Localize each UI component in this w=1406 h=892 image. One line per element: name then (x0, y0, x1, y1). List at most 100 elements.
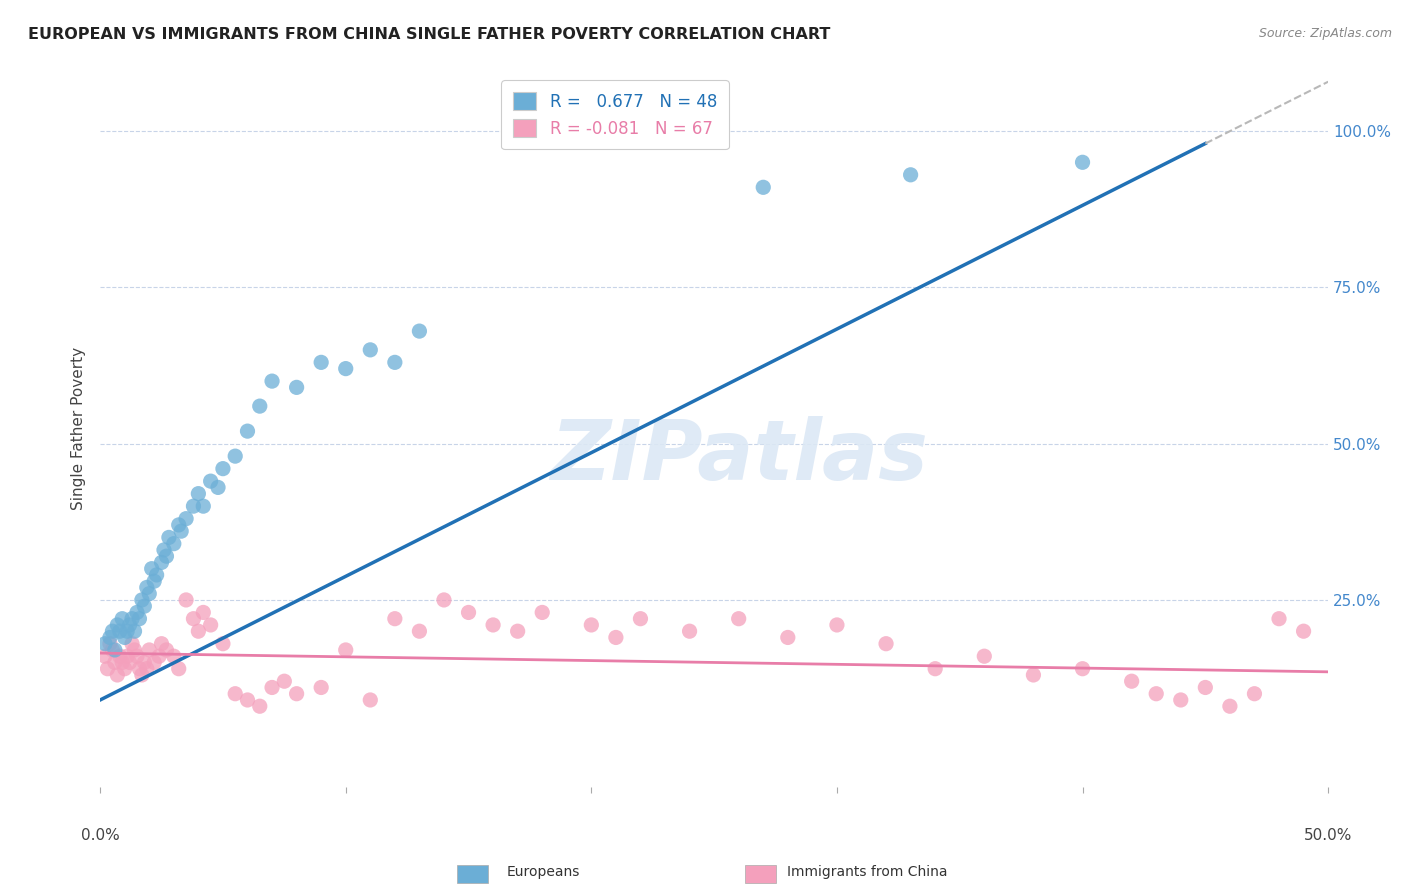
Point (108, 624, 131, 639)
Point (183, 612, 205, 626)
Y-axis label: Single Father Poverty: Single Father Poverty (72, 346, 86, 509)
Point (875, 637, 897, 651)
Point (111, 612, 134, 626)
Point (153, 543, 176, 558)
Point (104, 656, 127, 670)
Point (134, 599, 156, 614)
Point (924, 662, 946, 676)
Point (125, 649, 148, 664)
Text: Immigrants from China: Immigrants from China (787, 865, 948, 880)
Point (167, 662, 190, 676)
Point (135, 662, 157, 676)
Point (108, 649, 131, 664)
Point (101, 643, 124, 657)
Point (155, 549, 177, 564)
Point (1194, 681, 1216, 695)
Point (236, 693, 259, 707)
Point (207, 480, 229, 494)
Text: 50.0%: 50.0% (1303, 828, 1353, 843)
Point (1022, 668, 1045, 682)
Point (224, 687, 246, 701)
Point (457, 606, 479, 620)
Point (212, 637, 235, 651)
Point (727, 612, 749, 626)
Point (224, 449, 246, 463)
Point (1219, 699, 1241, 714)
Point (143, 656, 166, 670)
Point (200, 618, 222, 632)
Point (260, 374, 283, 388)
Point (825, 618, 848, 632)
Point (96, 662, 118, 676)
Point (94, 649, 117, 664)
Point (581, 618, 603, 632)
Point (131, 668, 153, 682)
Point (118, 618, 141, 632)
Point (285, 380, 308, 394)
Point (141, 562, 163, 576)
Point (285, 687, 308, 701)
Point (384, 355, 406, 369)
Point (1121, 674, 1143, 689)
Point (174, 593, 197, 607)
Point (183, 499, 205, 513)
Point (115, 649, 138, 664)
Point (193, 499, 215, 513)
Point (200, 474, 222, 488)
Point (482, 618, 505, 632)
Point (134, 656, 156, 670)
Point (193, 606, 215, 620)
Point (1144, 687, 1167, 701)
Text: Europeans: Europeans (506, 865, 579, 880)
Point (384, 612, 406, 626)
Point (212, 461, 235, 475)
Point (605, 631, 627, 645)
Text: Source: ZipAtlas.com: Source: ZipAtlas.com (1258, 27, 1392, 40)
Point (124, 643, 146, 657)
Point (105, 618, 128, 632)
Point (752, 180, 775, 194)
Point (115, 624, 138, 639)
Point (1292, 624, 1315, 639)
Point (118, 656, 141, 670)
Point (408, 324, 430, 338)
Point (114, 662, 136, 676)
Point (135, 581, 157, 595)
Point (105, 668, 128, 682)
Point (104, 643, 127, 657)
Point (433, 593, 456, 607)
Point (335, 643, 357, 657)
Point (98, 637, 121, 651)
Point (163, 649, 186, 664)
Point (1071, 662, 1094, 676)
Point (187, 624, 209, 639)
Point (309, 355, 332, 369)
Point (1268, 612, 1291, 626)
Point (167, 517, 190, 532)
Point (273, 674, 295, 689)
Point (309, 681, 332, 695)
Point (128, 612, 150, 626)
Point (630, 612, 652, 626)
Point (900, 168, 922, 182)
Point (128, 662, 150, 676)
Point (408, 624, 430, 639)
Point (155, 643, 177, 657)
Point (359, 693, 381, 707)
Text: ZIPatlas: ZIPatlas (550, 417, 928, 497)
Point (678, 624, 700, 639)
Point (1243, 687, 1265, 701)
Point (776, 631, 799, 645)
Point (157, 530, 180, 544)
Point (101, 624, 124, 639)
Point (125, 606, 148, 620)
Point (163, 536, 186, 550)
Point (138, 587, 160, 601)
Point (124, 624, 146, 639)
Point (111, 656, 134, 670)
Point (506, 624, 529, 639)
Point (148, 649, 170, 664)
Text: EUROPEAN VS IMMIGRANTS FROM CHINA SINGLE FATHER POVERTY CORRELATION CHART: EUROPEAN VS IMMIGRANTS FROM CHINA SINGLE… (28, 27, 831, 42)
Point (150, 556, 173, 570)
Point (236, 424, 259, 438)
